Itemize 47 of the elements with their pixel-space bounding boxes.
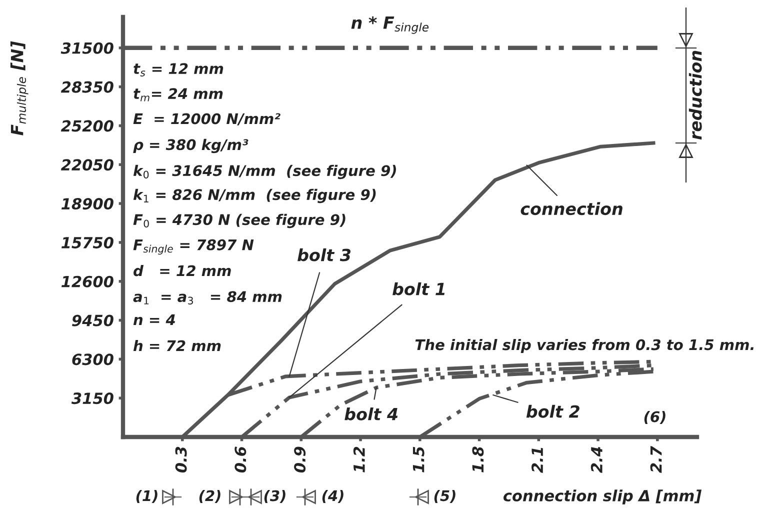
y-tick-label: 3150 <box>71 392 114 404</box>
x-axis-title: connection slip Δ [mm] <box>503 490 702 504</box>
annotation: reduction <box>688 50 702 140</box>
text: (4) <box>322 490 344 503</box>
y-tick-label: 22050 <box>60 159 114 171</box>
y-tick-label: 15750 <box>61 236 114 248</box>
y-tick-label: 9450 <box>72 314 114 326</box>
y-tick-label: 25200 <box>60 120 114 132</box>
annotation: F$_{0}$ = 4730 N (see figure 9) <box>133 214 346 228</box>
x-tick-label: 1.5 <box>412 446 424 472</box>
x-tick-label: 2.4 <box>590 446 602 473</box>
annotation: bolt 3 <box>298 248 351 262</box>
annotation: bolt 2 <box>526 404 580 418</box>
annotation: bolt 1 <box>392 282 445 296</box>
text: (2) <box>199 490 220 503</box>
x-tick-label: 1.2 <box>353 446 365 472</box>
text: a$_{1}$ = a$_{3}$ = 84 mm <box>133 291 282 304</box>
annotation: h = 72 mm <box>133 340 221 352</box>
text: (5) <box>434 490 456 503</box>
annotation: k$_{0}$ = 31645 N/mm (see figure 9) <box>133 164 396 180</box>
ref-line-label: n * F$_{single}$ <box>351 16 429 34</box>
y-tick-label: 31500 <box>60 42 114 54</box>
x-tick-label: 1.8 <box>472 446 484 472</box>
annotation: E = 12000 N/mm² <box>133 113 280 126</box>
annotation: The initial slip varies from 0.3 to 1.5 mm. <box>415 338 754 354</box>
annotation: k$_{1}$ = 826 N/mm (see figure 9) <box>133 188 376 204</box>
annotation: t$_{s}$ = 12 mm <box>134 63 224 76</box>
y-tick-label: 28350 <box>60 81 114 93</box>
annotation: d = 12 mm <box>134 264 231 276</box>
y-tick-label: 6300 <box>72 354 114 366</box>
annotation: n = 4 <box>133 314 176 326</box>
annotation: t$_{m}$= 24 mm <box>134 88 223 102</box>
x-tick-label: 0.9 <box>294 446 306 473</box>
y-tick-label: 18900 <box>61 198 114 210</box>
x-tick-label: 0.6 <box>234 446 246 473</box>
y-axis-title: F$_{multiple}$ [N] <box>10 41 28 136</box>
x-tick-label: 2.7 <box>650 446 662 473</box>
text: (3) <box>264 490 286 503</box>
x-tick-label: 2.1 <box>532 448 543 473</box>
annotation: bolt 4 <box>344 408 398 420</box>
text: (1) <box>136 490 158 503</box>
annotation: ρ = 380 kg/m³ <box>133 138 248 154</box>
annotation: (6) <box>644 410 666 424</box>
annotation: connection <box>520 202 622 216</box>
annotation: F$_{single}$ = 7897 N <box>133 239 254 255</box>
y-tick-label: 12600 <box>61 276 114 288</box>
x-tick-label: 0.3 <box>175 446 187 473</box>
